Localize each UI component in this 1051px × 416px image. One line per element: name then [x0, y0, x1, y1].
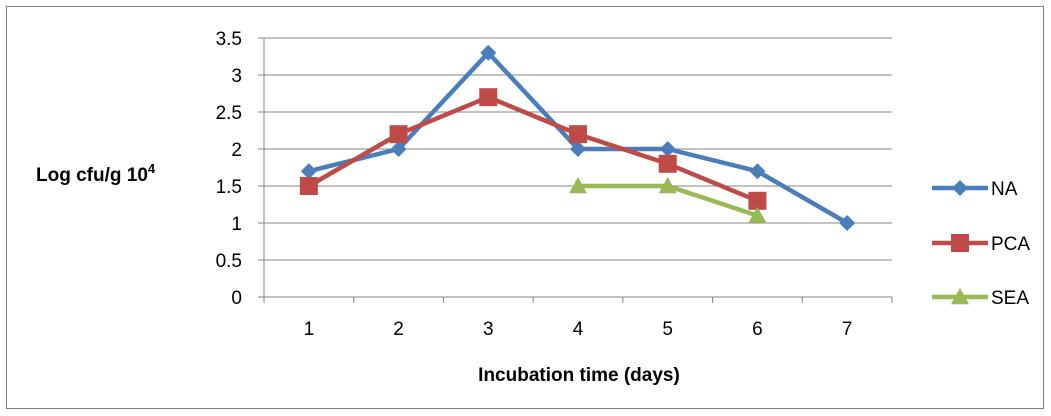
data-point-pca: [479, 88, 498, 107]
legend-item-pca: PCA: [932, 234, 1030, 255]
y-tick-labels: 0 0.5 1 1.5 2 2.5 3 3.5: [216, 29, 242, 309]
gridlines: [258, 37, 892, 298]
y-tick-label: 0: [231, 288, 242, 309]
data-point-na: [570, 141, 586, 157]
series-layer: [299, 44, 856, 231]
y-tick-label: 3: [231, 66, 242, 87]
y-tick-label: 2: [231, 140, 242, 161]
legend-item-na: NA: [932, 179, 1018, 200]
x-tick-label: 5: [662, 319, 673, 340]
data-point-pca: [389, 125, 408, 144]
data-point-na: [300, 163, 317, 180]
data-point-sea: [658, 177, 677, 194]
series-line-pca: [307, 94, 759, 203]
y-tick-label: 1: [231, 214, 242, 235]
y-axis-title: Log cfu/g 104: [36, 161, 156, 186]
chart-frame: [6, 6, 1044, 409]
axes: [263, 38, 893, 303]
legend-marker: [951, 234, 969, 252]
series-sea: [569, 177, 767, 223]
x-tick-label: 4: [573, 319, 584, 340]
y-tick-label: 0.5: [216, 251, 242, 272]
data-point-pca: [658, 154, 677, 173]
legend-marker: [951, 288, 969, 305]
legend-marker: [952, 180, 968, 196]
x-tick-labels: 1 2 3 4 5 6 7: [304, 319, 853, 340]
legend-label: PCA: [991, 234, 1030, 255]
data-point-sea: [748, 206, 767, 223]
series-pca: [299, 88, 767, 210]
data-point-pca: [569, 125, 587, 144]
data-point-na: [480, 44, 497, 61]
y-axis-title-main: Log cfu/g 10: [36, 165, 148, 186]
x-axis-title: Incubation time (days): [478, 365, 680, 386]
legend-item-sea: SEA: [932, 288, 1029, 309]
x-tick-label: 3: [483, 319, 494, 340]
y-tick-label: 1.5: [216, 177, 242, 198]
y-tick-label: 2.5: [216, 103, 242, 124]
x-tick-label: 2: [393, 319, 404, 340]
legend-label: NA: [991, 179, 1018, 200]
x-tick-label: 1: [304, 319, 315, 340]
data-point-pca: [748, 191, 767, 210]
x-tick-label: 6: [752, 319, 763, 340]
data-point-na: [390, 141, 407, 157]
y-axis-title-superscript: 4: [148, 161, 156, 176]
data-point-na: [839, 215, 856, 231]
legend-label: SEA: [991, 288, 1029, 309]
y-tick-label: 3.5: [216, 29, 242, 50]
x-tick-label: 7: [842, 319, 853, 340]
data-point-sea: [569, 177, 587, 194]
data-point-na: [659, 141, 676, 157]
data-point-pca: [299, 177, 318, 195]
legend: NA PCA SEA: [932, 179, 1030, 309]
series-na: [300, 44, 856, 231]
data-point-na: [749, 163, 766, 180]
